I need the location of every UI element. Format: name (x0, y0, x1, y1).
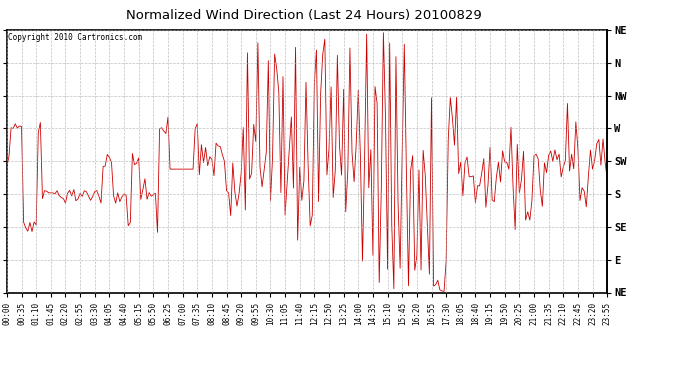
Text: Copyright 2010 Cartronics.com: Copyright 2010 Cartronics.com (8, 33, 142, 42)
Text: Normalized Wind Direction (Last 24 Hours) 20100829: Normalized Wind Direction (Last 24 Hours… (126, 9, 482, 22)
